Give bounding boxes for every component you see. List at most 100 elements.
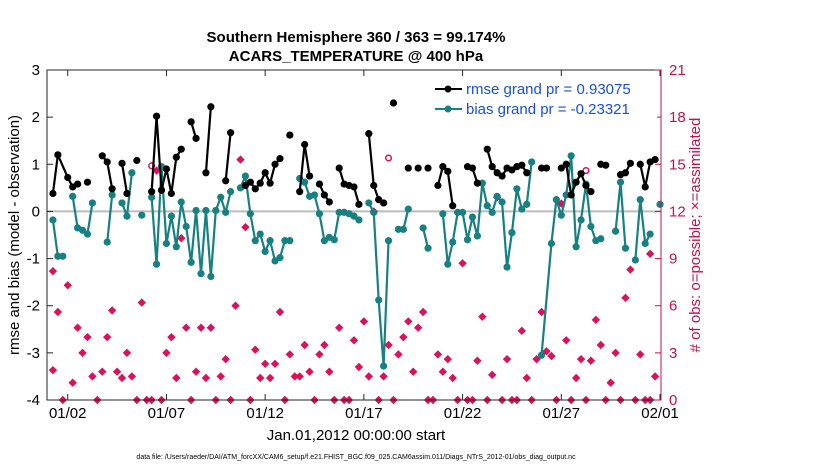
rmse-point bbox=[567, 191, 575, 199]
bias-point bbox=[458, 208, 467, 216]
bias-point bbox=[375, 296, 383, 304]
obs-assimilated-marker bbox=[78, 348, 87, 358]
rmse-point bbox=[177, 145, 185, 153]
bias-point bbox=[162, 239, 171, 248]
y-right-tick-label: 15 bbox=[669, 156, 686, 173]
rmse-point bbox=[108, 185, 116, 193]
bias-point bbox=[172, 243, 180, 251]
bias-point bbox=[217, 193, 225, 201]
y-right-tick-label: 18 bbox=[669, 109, 686, 126]
bias-point bbox=[384, 237, 393, 245]
obs-assimilated-marker bbox=[290, 372, 299, 381]
rmse-point bbox=[488, 163, 496, 171]
bias-point bbox=[444, 260, 452, 268]
rmse-point bbox=[389, 99, 398, 107]
x-tick-label: 02/01 bbox=[641, 405, 679, 422]
bias-point bbox=[424, 244, 432, 252]
obs-assimilated-marker bbox=[413, 323, 423, 332]
obs-assimilated-marker bbox=[621, 293, 630, 303]
legend-rmse-marker bbox=[444, 85, 452, 93]
bias-point bbox=[276, 254, 284, 262]
obs-assimilated-marker bbox=[325, 367, 334, 376]
rmse-point bbox=[380, 199, 388, 207]
obs-assimilated-marker bbox=[399, 332, 408, 342]
obs-assimilated-marker bbox=[83, 332, 92, 342]
bias-point bbox=[587, 222, 595, 231]
y-right-tick-label: 3 bbox=[669, 345, 677, 362]
x-tick-label: 01/07 bbox=[148, 405, 186, 422]
obs-assimilated-marker bbox=[626, 265, 635, 274]
bias-point bbox=[266, 237, 274, 245]
rmse-point bbox=[162, 165, 171, 173]
bias-point bbox=[187, 258, 195, 266]
rmse-point bbox=[207, 103, 215, 111]
rmse-point bbox=[626, 159, 634, 167]
obs-assimilated-marker bbox=[354, 362, 364, 372]
bias-point bbox=[631, 256, 639, 264]
bias-point bbox=[315, 210, 324, 218]
y-left-tick-label: -1 bbox=[27, 251, 40, 268]
rmse-point bbox=[172, 153, 180, 161]
y-left-tick-label: 2 bbox=[32, 109, 40, 126]
bias-point bbox=[547, 239, 556, 248]
rmse-point bbox=[365, 130, 373, 138]
bias-point bbox=[78, 226, 87, 234]
obs-assimilated-marker bbox=[256, 373, 265, 383]
bias-point bbox=[493, 192, 501, 200]
bias-point bbox=[523, 200, 531, 208]
y-left-tick-label: -3 bbox=[27, 345, 40, 362]
bias-point bbox=[350, 212, 358, 220]
obs-assimilated-marker bbox=[295, 372, 304, 381]
obs-assimilated-marker bbox=[98, 367, 107, 376]
obs-assimilated-marker bbox=[349, 336, 359, 345]
bias-point bbox=[616, 178, 625, 186]
bias-point bbox=[463, 236, 472, 244]
bias-point bbox=[246, 210, 254, 218]
bias-point bbox=[49, 216, 57, 224]
rmse-line bbox=[224, 132, 232, 181]
rmse-point bbox=[167, 189, 175, 198]
bias-point bbox=[118, 199, 126, 207]
obs-assimilated-marker bbox=[181, 323, 191, 332]
obs-possible-marker bbox=[384, 154, 393, 162]
bias-point bbox=[567, 152, 575, 160]
y-right-tick-label: 9 bbox=[669, 251, 677, 268]
rmse-point bbox=[74, 180, 82, 188]
bias-point bbox=[310, 191, 319, 199]
y-left-tick-label: 1 bbox=[32, 156, 40, 173]
obs-assimilated-marker bbox=[320, 340, 329, 350]
bias-point bbox=[330, 236, 338, 244]
bias-point bbox=[59, 252, 67, 260]
obs-assimilated-marker bbox=[251, 345, 260, 354]
obs-assimilated-marker bbox=[73, 323, 82, 332]
rmse-point bbox=[424, 164, 432, 172]
bias-line bbox=[634, 198, 652, 261]
obs-assimilated-marker bbox=[334, 323, 344, 332]
bias-point bbox=[439, 210, 447, 218]
obs-assimilated-marker bbox=[418, 307, 428, 317]
rmse-point bbox=[537, 164, 546, 172]
bias-point bbox=[636, 196, 644, 204]
bias-point bbox=[572, 243, 580, 251]
bias-point bbox=[108, 191, 116, 199]
obs-assimilated-marker bbox=[636, 350, 645, 359]
y-left-tick-label: -2 bbox=[27, 298, 40, 315]
bias-point bbox=[508, 229, 516, 237]
obs-assimilated-marker bbox=[206, 323, 216, 332]
rmse-point bbox=[98, 152, 106, 160]
bias-point bbox=[355, 216, 363, 224]
rmse-point bbox=[370, 181, 378, 190]
obs-assimilated-marker bbox=[231, 301, 240, 310]
bias-point bbox=[621, 244, 630, 252]
obs-assimilated-marker bbox=[201, 373, 211, 383]
rmse-point bbox=[266, 179, 274, 187]
obs-assimilated-marker bbox=[473, 356, 482, 365]
rmse-point bbox=[439, 163, 447, 171]
bias-point bbox=[192, 206, 200, 215]
y-right-tick-label: 6 bbox=[669, 298, 677, 315]
obs-assimilated-marker bbox=[586, 356, 596, 365]
rmse-point bbox=[157, 186, 166, 194]
bias-point bbox=[261, 247, 269, 256]
rmse-point bbox=[434, 181, 442, 190]
bias-point bbox=[251, 237, 259, 245]
